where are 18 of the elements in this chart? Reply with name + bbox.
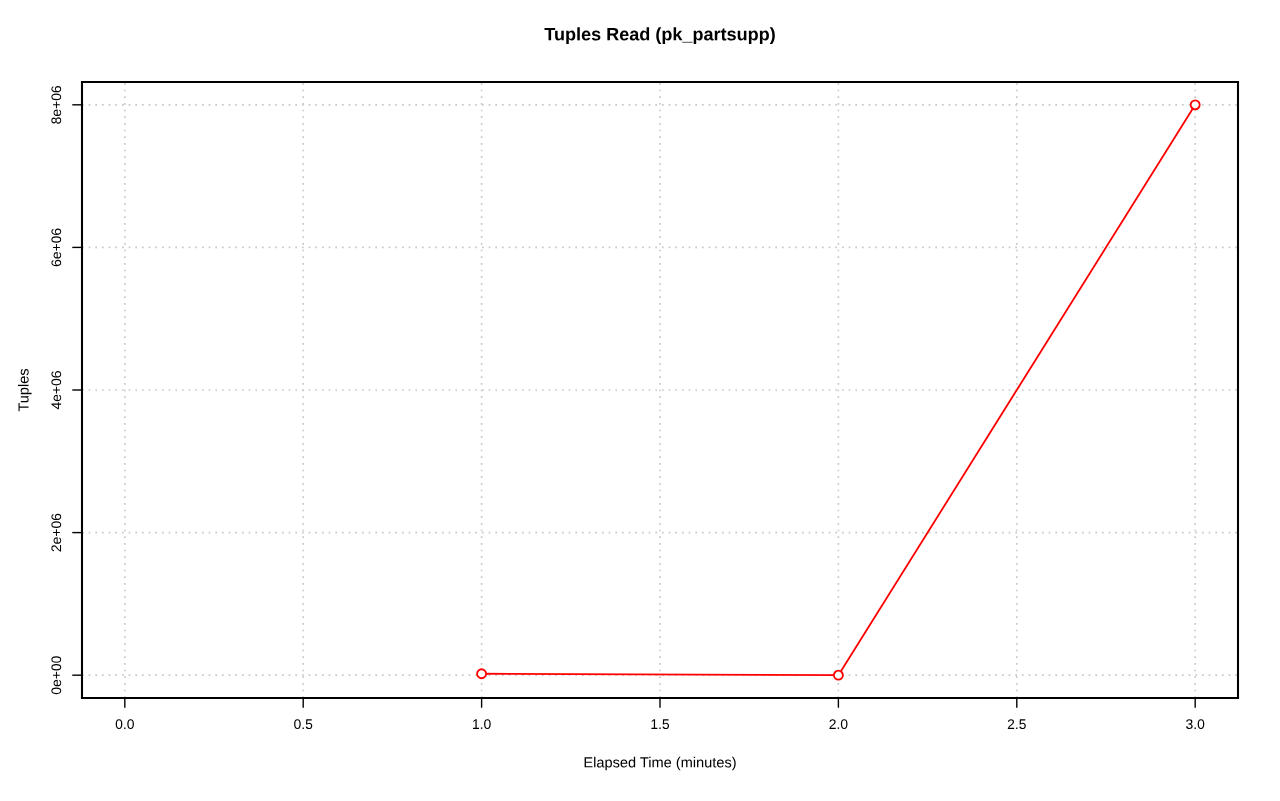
x-tick-label: 3.0 — [1186, 719, 1205, 730]
x-tick-label: 2.0 — [829, 719, 848, 730]
x-tick-label: 1.5 — [651, 719, 670, 730]
y-axis-title: Tuples — [17, 368, 32, 412]
x-tick-label: 1.0 — [473, 719, 491, 730]
point — [476, 668, 488, 680]
y-tick-label: 8e+06 — [51, 85, 62, 124]
y-tick-label: 4e+06 — [51, 371, 62, 410]
y-tick-label: 6e+06 — [51, 228, 62, 267]
point — [832, 669, 844, 681]
y-tick-label: 0e+00 — [51, 656, 62, 695]
x-tick-label: 0.0 — [115, 719, 134, 730]
x-tick-label: 0.5 — [294, 719, 313, 730]
x-axis-title: Elapsed Time (minutes) — [584, 756, 736, 771]
y-tick-label: 2e+06 — [51, 513, 62, 552]
point — [1189, 99, 1201, 111]
chart-title: Tuples Read (pk_partsupp) — [544, 27, 775, 45]
x-tick-label: 2.5 — [1007, 719, 1026, 730]
